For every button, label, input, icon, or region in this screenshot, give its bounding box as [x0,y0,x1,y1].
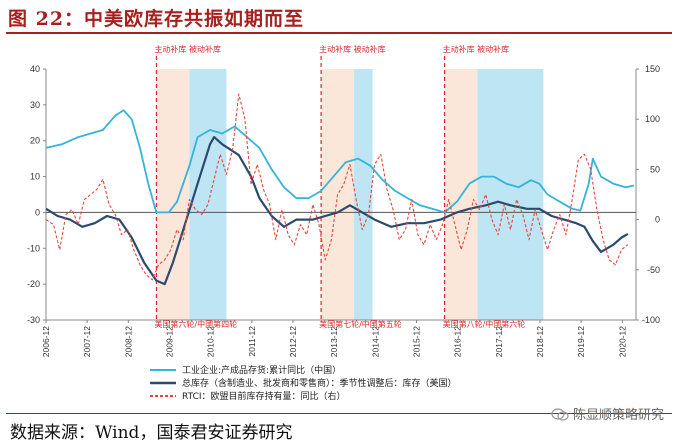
eu-rtci-line [45,93,629,281]
left-tick-label: 10 [30,172,40,182]
x-tick-label: 2018-12 [535,326,545,357]
title-underline [6,32,672,34]
x-tick-label: 2011-12 [247,326,257,357]
legend-label-3: RTCI：欧盟目前库存持有量：同比（右） [182,390,346,402]
phase-bands [155,56,544,320]
series-lines [45,93,635,286]
x-tick-label: 2019-12 [576,326,586,357]
x-tick-label: 2006-12 [41,326,51,357]
right-tick-label: -100 [642,315,660,325]
legend-label-2: 总库存（含制造业、批发商和零售商）：季节性调整后：库存（美国） [182,377,457,389]
right-tick-label: 100 [645,114,660,124]
x-tick-label: 2009-12 [164,326,174,357]
left-tick-label: -20 [27,279,40,289]
x-tick-label: 2012-12 [288,326,298,357]
phase-bottom-label-1: 美国第六轮/中国第四轮 [154,319,237,329]
passive-restock-band-3 [477,69,544,320]
x-tick-label: 2015-12 [411,326,421,357]
wechat-icon [551,407,569,421]
source-divider [6,413,672,414]
phase-top-label-2: 主动补库 被动补库 [319,44,386,54]
x-tick-label: 2008-12 [123,326,133,357]
china-inventory-line [45,109,635,214]
left-tick-label: 40 [30,64,40,74]
x-tick-label: 2014-12 [370,326,380,357]
x-tick-label: 2007-12 [82,326,92,357]
phase-top-label-3: 主动补库 被动补库 [443,44,510,54]
chart-title: 图 22：中美欧库存共振如期而至 [8,8,305,30]
active-restock-band-1 [156,69,190,320]
x-tick-label: 2017-12 [494,326,504,357]
legend: 工业企业:产成品存货:累计同比（中国）总库存（含制造业、批发商和零售商）：季节性… [150,364,457,402]
left-tick-label: -10 [27,243,40,253]
right-tick-label: 0 [655,215,660,225]
watermark: 陈显顺策略研究 [551,404,664,423]
x-tick-label: 2013-12 [329,326,339,357]
x-tick-label: 2016-12 [453,326,463,357]
right-tick-label: 150 [645,64,660,74]
phase-top-label-1: 主动补库 被动补库 [154,44,221,54]
x-tick-label: 2020-12 [617,326,627,357]
right-tick-label: -50 [647,265,660,275]
left-tick-label: 0 [35,207,40,217]
us-inventory-line [45,136,629,286]
phase-bottom-label-2: 美国第七轮/中国第五轮 [319,319,402,329]
right-tick-label: 50 [650,164,660,174]
passive-restock-band-1 [189,69,227,320]
passive-restock-band-2 [354,69,373,320]
watermark-text: 陈显顺策略研究 [572,408,664,423]
x-tick-label: 2010-12 [206,326,216,357]
legend-label-1: 工业企业:产成品存货:累计同比（中国） [182,364,341,376]
left-tick-label: -30 [27,315,40,325]
phase-bottom-label-3: 美国第八轮/中国第六轮 [443,319,526,329]
axes: 403020100-10-20-30150100500-50-1002006-1… [27,64,660,357]
left-tick-label: 20 [30,136,40,146]
left-tick-label: 30 [30,100,40,110]
source-note: 数据来源：Wind，国泰君安证券研究 [10,423,293,443]
